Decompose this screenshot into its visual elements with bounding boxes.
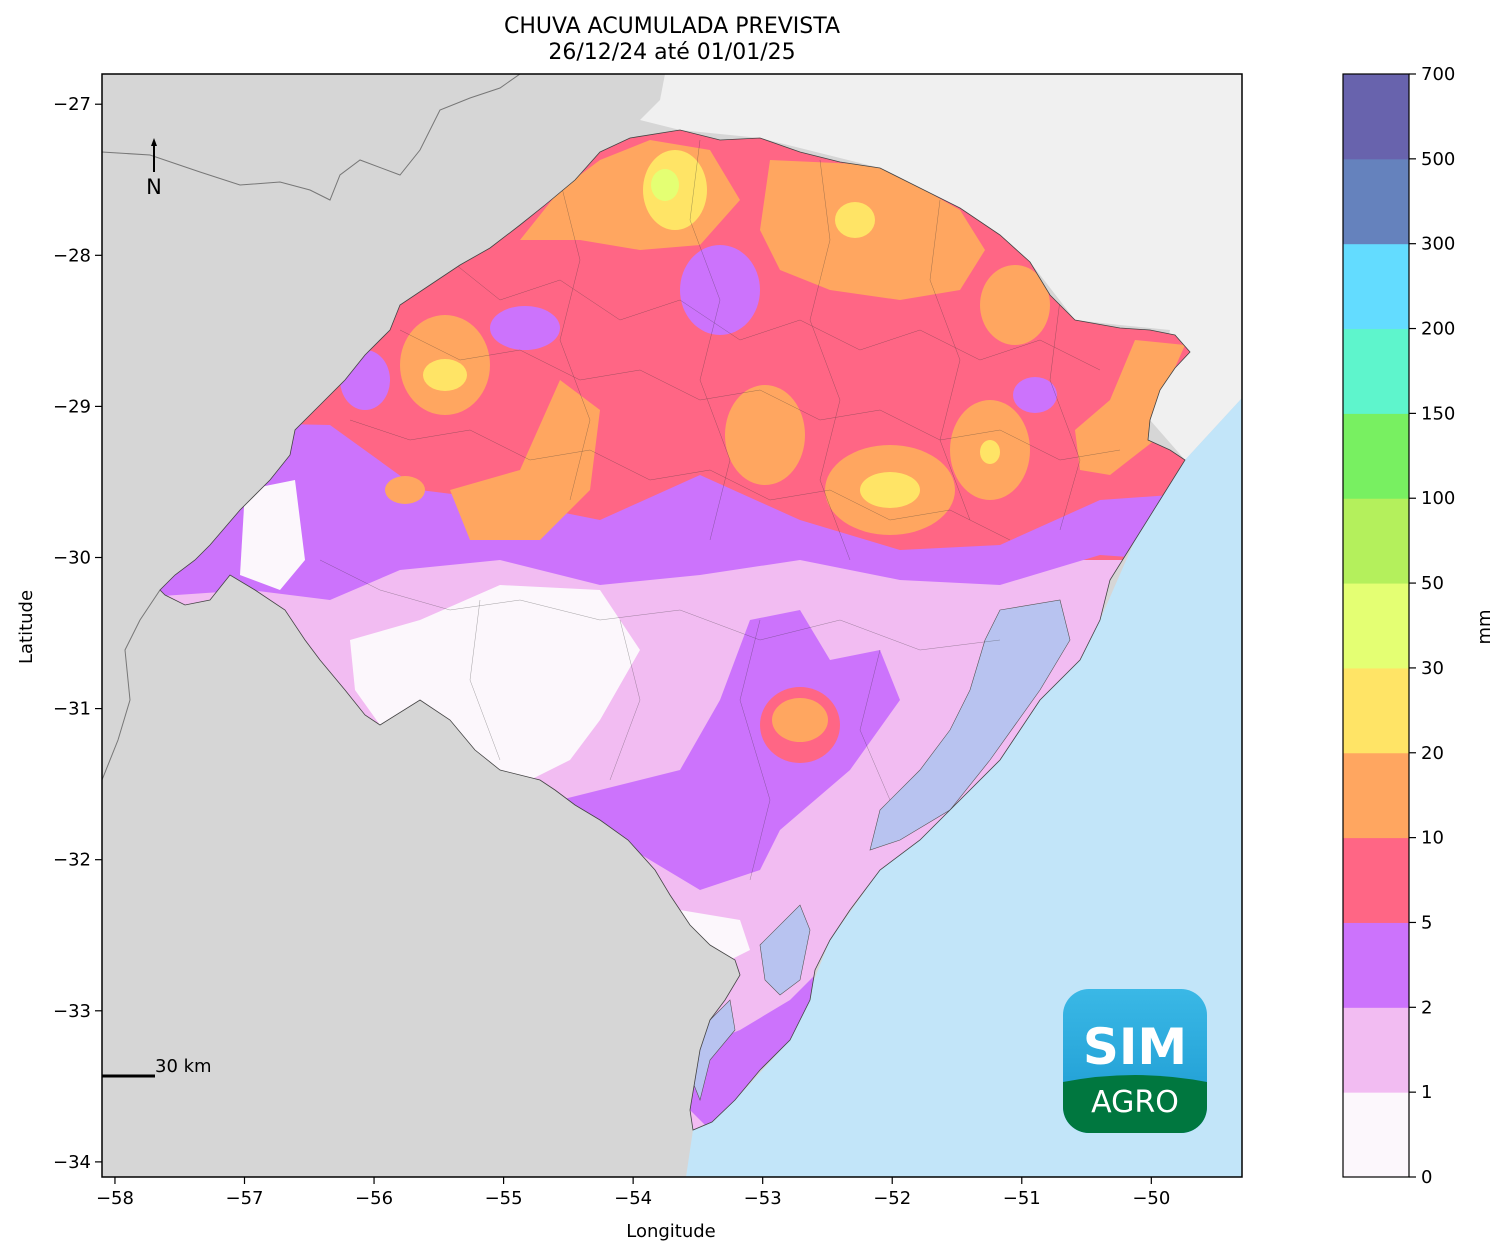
field-10to20-w2: [385, 476, 425, 504]
colorbar-tick-label: 200: [1421, 319, 1455, 340]
colorbar-tick-label: 10: [1421, 828, 1444, 849]
logo-bottom-text: AGRO: [1091, 1085, 1179, 1120]
field-10to20-ne: [760, 160, 985, 300]
scale-bar-label: 30 km: [155, 1056, 212, 1077]
lagoon-mirim: [759, 904, 811, 996]
colorbar-frame: [1342, 73, 1410, 1178]
colorbar-band: [1343, 1007, 1409, 1093]
y-tick-label: −33: [53, 1001, 91, 1022]
colorbar-band: [1343, 752, 1409, 839]
colorbar-tick-label: 50: [1421, 573, 1444, 594]
ocean: [686, 398, 1242, 1177]
colorbar-tick-label: 5: [1421, 912, 1432, 933]
field-south-2to5: [560, 610, 900, 890]
x-axis-label: Longitude: [626, 1221, 716, 1242]
colorbar-band: [1343, 328, 1409, 414]
sim-agro-logo: SIM AGRO: [1063, 989, 1207, 1133]
colorbar-band: [1343, 243, 1409, 330]
country-border-west: [102, 589, 161, 781]
north-arrow: N: [146, 138, 162, 199]
colorbar-tick-label: 1: [1421, 1082, 1432, 1103]
north-arrow-head-icon: [151, 138, 157, 146]
y-tick-label: −27: [53, 94, 91, 115]
x-tick-label: −57: [226, 1188, 264, 1209]
field-spot-2to5-a: [490, 306, 560, 350]
colorbar-band: [1343, 158, 1409, 245]
x-tick-label: −50: [1132, 1188, 1170, 1209]
y-tick-label: −31: [53, 699, 91, 720]
field-20to30-e: [980, 440, 1000, 464]
y-tick-label: −32: [53, 850, 91, 871]
x-tick-label: −54: [614, 1188, 652, 1209]
colorbar-tick-label: 100: [1421, 488, 1455, 509]
field-spot-2to5-b: [680, 245, 760, 335]
field-0to1: [350, 585, 640, 780]
field-0to1-b: [240, 480, 305, 590]
field-spot-2to5-c: [1013, 377, 1057, 413]
colorbar-tick-label: 30: [1421, 658, 1444, 679]
x-tick-label: −52: [873, 1188, 911, 1209]
scale-bar: 30 km: [102, 1056, 212, 1078]
land-north: [640, 74, 1242, 460]
municipal-boundaries: [319, 139, 1121, 881]
field-30to50-a: [651, 169, 679, 201]
field-coast-2to5: [690, 960, 840, 1130]
north-arrow-label: N: [146, 175, 162, 199]
logo-top-text: SIM: [1083, 1018, 1187, 1076]
x-tick-label: −55: [485, 1188, 523, 1209]
field-0to1-c: [680, 910, 750, 960]
y-tick-label: −30: [53, 548, 91, 569]
colorbar-band: [1343, 667, 1409, 754]
colorbar-band: [1343, 837, 1409, 923]
x-tick-label: −51: [1003, 1188, 1041, 1209]
y-tick-label: −28: [53, 245, 91, 266]
colorbar-band: [1343, 1092, 1409, 1178]
field-20to30-c: [423, 359, 467, 391]
lagoon-patos: [869, 599, 1071, 851]
y-axis-label: Latitude: [16, 590, 37, 664]
field-10to20-south-core: [772, 698, 828, 742]
colorbar-tick-label: 700: [1421, 64, 1455, 85]
colorbar-tick-label: 500: [1421, 149, 1455, 170]
x-tick-label: −56: [355, 1188, 393, 1209]
colorbar-tick-label: 2: [1421, 997, 1432, 1018]
colorbar-unit-label: mm: [1474, 609, 1495, 644]
field-10to20-far-e: [980, 265, 1050, 345]
colorbar-band: [1343, 498, 1409, 584]
map-subtitle: 26/12/24 até 01/01/25: [548, 40, 796, 65]
colorbar-tick-label: 20: [1421, 743, 1444, 764]
map-title: CHUVA ACUMULADA PREVISTA: [503, 14, 841, 39]
field-20to30-b: [835, 202, 875, 238]
colorbar-tick-label: 300: [1421, 234, 1455, 255]
colorbar: 0 1 2 5 10 20 30 50 100 150 200 300 500 700: [1342, 64, 1455, 1188]
plot-frame: [101, 73, 1243, 1178]
colorbar-tick-label: 150: [1421, 403, 1455, 424]
colorbar-band: [1343, 922, 1409, 1008]
field-10to20-c: [450, 380, 600, 540]
y-tick-label: −29: [53, 396, 91, 417]
field-20to30-d: [860, 472, 920, 508]
colorbar-band: [1343, 74, 1409, 160]
field-10to20-mid: [725, 385, 805, 485]
colorbar-band: [1343, 413, 1409, 499]
x-tick-label: −53: [744, 1188, 782, 1209]
logo-green-band: [1063, 1075, 1207, 1133]
y-axis: −27 −28 −29 −30 −31 −32 −33 −34: [53, 94, 102, 1173]
colorbar-band: [1343, 583, 1409, 669]
x-axis: −58 −57 −56 −55 −54 −53 −52 −51 −50: [96, 1177, 1170, 1209]
y-tick-label: −34: [53, 1152, 91, 1173]
country-border: [102, 74, 521, 201]
field-10to20-coast: [1075, 340, 1185, 475]
colorbar-tick-label: 0: [1421, 1167, 1432, 1188]
x-tick-label: −58: [96, 1188, 134, 1209]
field-band-2to5: [160, 420, 1190, 600]
